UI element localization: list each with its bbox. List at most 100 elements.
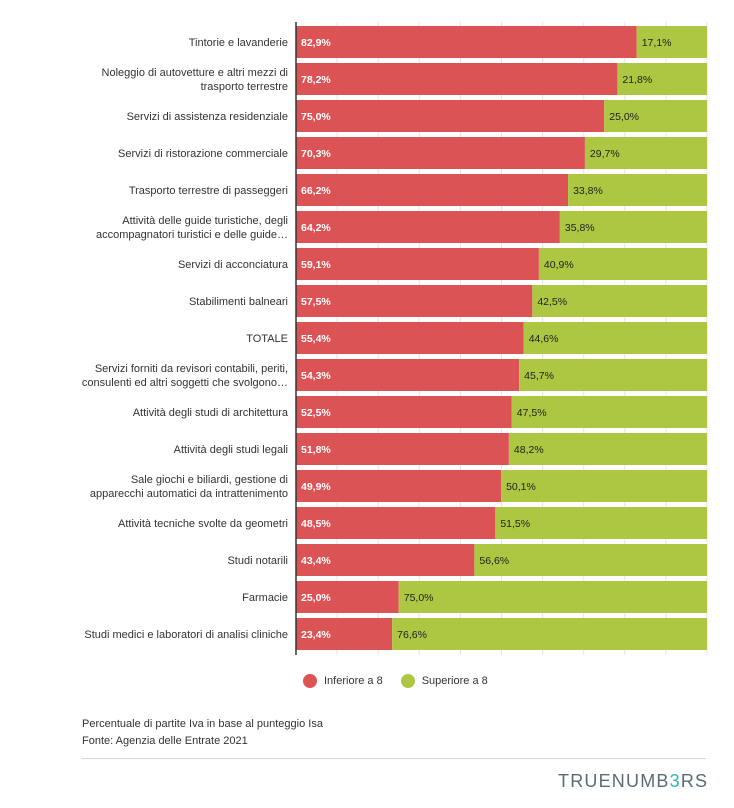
- data-label: 23,4%: [301, 629, 331, 641]
- chart-source: Fonte: Agenzia delle Entrate 2021: [82, 735, 248, 747]
- bar-segment-inferiore: [296, 581, 399, 613]
- data-label: 75,0%: [404, 592, 434, 604]
- category-label: Servizi di assistenza residenziale: [127, 111, 288, 123]
- stacked-bar-chart: 82,9% 17,1% Tintorie e lavanderie 78,2% 21,8…: [82, 22, 708, 655]
- bar-segment-superiore: [495, 507, 707, 539]
- category-label-line: Attività tecniche svolte da geometri: [118, 518, 288, 530]
- data-label: 35,8%: [565, 222, 595, 234]
- data-label: 43,4%: [301, 555, 331, 567]
- chart-description: Percentuale di partite Iva in base al pu…: [82, 718, 323, 730]
- bar-segment-superiore: [604, 100, 707, 132]
- footer-divider: [82, 758, 706, 759]
- bar-segment-superiore: [617, 63, 707, 95]
- data-label: 82,9%: [301, 37, 331, 49]
- data-label: 33,8%: [573, 185, 603, 197]
- data-label: 66,2%: [301, 185, 331, 197]
- data-label: 75,0%: [301, 111, 331, 123]
- data-label: 51,5%: [500, 518, 530, 530]
- bar-segment-inferiore: [296, 396, 512, 428]
- bar-segment-superiore: [636, 26, 707, 58]
- category-label-line: trasporto terrestre: [201, 81, 288, 93]
- category-label-line: TOTALE: [246, 333, 288, 345]
- brand-part1: TRUENUMB: [558, 771, 670, 791]
- category-label-line: consulenti ed altri soggetti che svolgon…: [82, 377, 288, 389]
- legend-swatch-red: [303, 674, 317, 688]
- category-label-line: Farmacie: [242, 592, 288, 604]
- data-label: 44,6%: [529, 333, 559, 345]
- legend: Inferiore a 8 Superiore a 8: [303, 674, 506, 688]
- bar-segment-inferiore: [296, 26, 637, 58]
- category-label-line: Servizi di assistenza residenziale: [127, 111, 288, 123]
- bar-segment-inferiore: [296, 544, 475, 576]
- category-label-line: Servizi di acconciatura: [178, 259, 289, 271]
- data-label: 56,6%: [479, 555, 509, 567]
- legend-swatch-green: [400, 674, 415, 688]
- bar-segment-inferiore: [296, 322, 524, 354]
- chart-notes: Percentuale di partite Iva in base al pu…: [82, 716, 323, 750]
- brand-part2: RS: [680, 771, 709, 791]
- category-label: Attività tecniche svolte da geometri: [118, 518, 288, 530]
- data-label: 42,5%: [537, 296, 567, 308]
- bar-segment-inferiore: [296, 248, 539, 280]
- bar-segment-superiore: [398, 581, 707, 613]
- data-label: 78,2%: [301, 74, 331, 86]
- bar-segment-inferiore: [296, 433, 509, 465]
- category-label-line: Sale giochi e biliardi, gestione di: [131, 474, 288, 486]
- data-label: 17,1%: [642, 37, 672, 49]
- category-label: Studi notarili: [227, 555, 288, 567]
- bar-segment-superiore: [568, 174, 707, 206]
- bar-segment-superiore: [511, 396, 707, 428]
- data-label: 47,5%: [517, 407, 547, 419]
- data-label: 59,1%: [301, 259, 331, 271]
- bar-segment-superiore: [559, 211, 707, 243]
- category-label-line: Trasporto terrestre di passeggeri: [129, 185, 288, 197]
- data-label: 52,5%: [301, 407, 331, 419]
- category-label: Farmacie: [242, 592, 288, 604]
- category-label-line: Tintorie e lavanderie: [189, 37, 288, 49]
- data-label: 21,8%: [622, 74, 652, 86]
- brand-accent: 3: [669, 771, 681, 791]
- bar-segment-inferiore: [296, 137, 585, 169]
- category-label-line: Stabilimenti balneari: [189, 296, 288, 308]
- category-label: Trasporto terrestre di passeggeri: [129, 185, 288, 197]
- category-label: Noleggio di autovetture e altri mezzi di…: [102, 67, 288, 93]
- legend-label-inferiore: Inferiore a 8: [324, 675, 383, 687]
- category-label: Servizi di ristorazione commerciale: [118, 148, 288, 160]
- data-label: 51,8%: [301, 444, 331, 456]
- bar-segment-superiore: [519, 359, 707, 391]
- data-label: 48,2%: [514, 444, 544, 456]
- brand-logo[interactable]: TRUENUMB3RS: [558, 771, 708, 792]
- bar-segment-superiore: [584, 137, 707, 169]
- bar-segment-inferiore: [296, 507, 496, 539]
- data-label: 40,9%: [544, 259, 574, 271]
- data-label: 25,0%: [301, 592, 331, 604]
- category-label: Sale giochi e biliardi, gestione di appar…: [90, 474, 288, 500]
- category-label: Tintorie e lavanderie: [189, 37, 288, 49]
- category-label-line: Attività degli studi di architettura: [133, 407, 289, 419]
- data-label: 54,3%: [301, 370, 331, 382]
- bar-segment-inferiore: [296, 211, 560, 243]
- data-label: 45,7%: [524, 370, 554, 382]
- category-label-line: Servizi forniti da revisori contabili, p…: [95, 363, 288, 375]
- category-label-line: Servizi di ristorazione commerciale: [118, 148, 288, 160]
- bar-segment-superiore: [532, 285, 707, 317]
- category-label: Attività degli studi di architettura: [133, 407, 289, 419]
- bar-segment-superiore: [501, 470, 707, 502]
- legend-label-superiore: Superiore a 8: [421, 675, 488, 687]
- bar-segment-inferiore: [296, 174, 569, 206]
- category-label: Servizi di acconciatura: [178, 259, 289, 271]
- category-label: TOTALE: [246, 333, 288, 345]
- bar-segment-inferiore: [296, 285, 533, 317]
- data-label: 50,1%: [506, 481, 536, 493]
- bar-segment-superiore: [392, 618, 707, 650]
- bar-segment-superiore: [474, 544, 707, 576]
- legend-item-superiore[interactable]: Superiore a 8: [400, 674, 488, 688]
- category-label-line: Attività degli studi legali: [174, 444, 288, 456]
- bar-segment-inferiore: [296, 618, 393, 650]
- legend-item-inferiore[interactable]: Inferiore a 8: [303, 674, 383, 688]
- category-label-line: Studi notarili: [227, 555, 288, 567]
- data-label: 49,9%: [301, 481, 331, 493]
- bar-segment-superiore: [523, 322, 707, 354]
- bar-segment-superiore: [508, 433, 707, 465]
- data-label: 76,6%: [397, 629, 427, 641]
